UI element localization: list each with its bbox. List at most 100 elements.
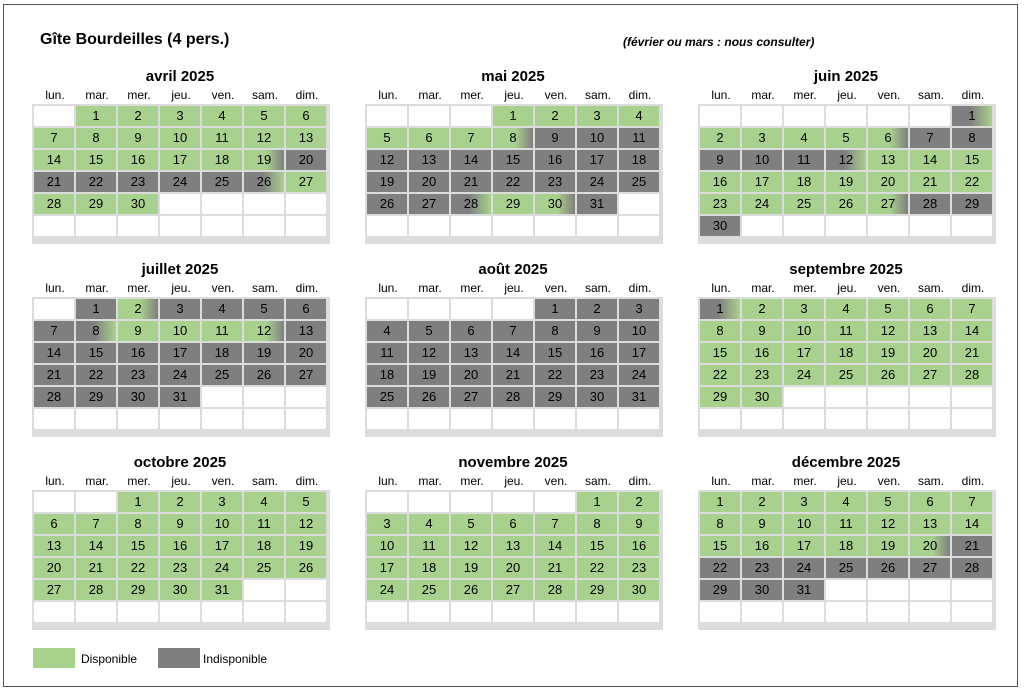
day-cell[interactable]: 14: [34, 343, 74, 363]
day-cell[interactable]: 24: [160, 172, 200, 192]
day-cell[interactable]: 9: [118, 321, 158, 341]
day-cell[interactable]: 14: [451, 150, 491, 170]
day-cell[interactable]: 1: [952, 106, 992, 126]
day-cell[interactable]: 4: [826, 299, 866, 319]
day-cell[interactable]: 19: [286, 536, 326, 556]
day-cell[interactable]: 10: [784, 321, 824, 341]
day-cell[interactable]: 16: [118, 150, 158, 170]
day-cell[interactable]: 23: [577, 365, 617, 385]
day-cell[interactable]: 10: [160, 321, 200, 341]
day-cell[interactable]: 29: [493, 194, 533, 214]
day-cell[interactable]: 25: [826, 365, 866, 385]
day-cell[interactable]: 15: [577, 536, 617, 556]
day-cell[interactable]: 24: [784, 558, 824, 578]
day-cell[interactable]: 29: [76, 387, 116, 407]
day-cell[interactable]: 25: [826, 558, 866, 578]
day-cell[interactable]: 28: [952, 558, 992, 578]
day-cell[interactable]: 30: [619, 580, 659, 600]
day-cell[interactable]: 22: [577, 558, 617, 578]
day-cell[interactable]: 9: [742, 321, 782, 341]
day-cell[interactable]: 26: [451, 580, 491, 600]
day-cell[interactable]: 6: [451, 321, 491, 341]
day-cell[interactable]: 30: [118, 194, 158, 214]
day-cell[interactable]: 5: [286, 492, 326, 512]
day-cell[interactable]: 27: [451, 387, 491, 407]
day-cell[interactable]: 16: [742, 343, 782, 363]
day-cell[interactable]: 6: [286, 299, 326, 319]
day-cell[interactable]: 22: [700, 558, 740, 578]
day-cell[interactable]: 9: [118, 128, 158, 148]
day-cell[interactable]: 27: [868, 194, 908, 214]
day-cell[interactable]: 29: [76, 194, 116, 214]
day-cell[interactable]: 21: [493, 365, 533, 385]
day-cell[interactable]: 17: [619, 343, 659, 363]
day-cell[interactable]: 5: [826, 128, 866, 148]
day-cell[interactable]: 19: [244, 343, 284, 363]
day-cell[interactable]: 6: [34, 514, 74, 534]
day-cell[interactable]: 3: [784, 299, 824, 319]
day-cell[interactable]: 27: [910, 365, 950, 385]
day-cell[interactable]: 29: [700, 387, 740, 407]
day-cell[interactable]: 6: [868, 128, 908, 148]
day-cell[interactable]: 1: [118, 492, 158, 512]
day-cell[interactable]: 12: [868, 321, 908, 341]
day-cell[interactable]: 12: [451, 536, 491, 556]
day-cell[interactable]: 8: [700, 514, 740, 534]
day-cell[interactable]: 8: [700, 321, 740, 341]
day-cell[interactable]: 15: [700, 343, 740, 363]
day-cell[interactable]: 9: [700, 150, 740, 170]
day-cell[interactable]: 13: [910, 514, 950, 534]
day-cell[interactable]: 22: [118, 558, 158, 578]
day-cell[interactable]: 28: [34, 194, 74, 214]
day-cell[interactable]: 29: [118, 580, 158, 600]
day-cell[interactable]: 20: [868, 172, 908, 192]
day-cell[interactable]: 3: [619, 299, 659, 319]
day-cell[interactable]: 8: [76, 128, 116, 148]
day-cell[interactable]: 8: [76, 321, 116, 341]
day-cell[interactable]: 8: [952, 128, 992, 148]
day-cell[interactable]: 20: [34, 558, 74, 578]
day-cell[interactable]: 11: [619, 128, 659, 148]
day-cell[interactable]: 4: [826, 492, 866, 512]
day-cell[interactable]: 30: [160, 580, 200, 600]
day-cell[interactable]: 11: [409, 536, 449, 556]
day-cell[interactable]: 1: [700, 492, 740, 512]
day-cell[interactable]: 25: [367, 387, 407, 407]
day-cell[interactable]: 18: [826, 536, 866, 556]
day-cell[interactable]: 23: [535, 172, 575, 192]
day-cell[interactable]: 26: [367, 194, 407, 214]
day-cell[interactable]: 14: [952, 321, 992, 341]
day-cell[interactable]: 30: [742, 580, 782, 600]
day-cell[interactable]: 30: [700, 216, 740, 236]
day-cell[interactable]: 24: [202, 558, 242, 578]
day-cell[interactable]: 1: [700, 299, 740, 319]
day-cell[interactable]: 7: [910, 128, 950, 148]
day-cell[interactable]: 18: [202, 343, 242, 363]
day-cell[interactable]: 18: [826, 343, 866, 363]
day-cell[interactable]: 16: [577, 343, 617, 363]
day-cell[interactable]: 13: [868, 150, 908, 170]
day-cell[interactable]: 22: [493, 172, 533, 192]
day-cell[interactable]: 4: [202, 106, 242, 126]
day-cell[interactable]: 25: [409, 580, 449, 600]
day-cell[interactable]: 11: [826, 321, 866, 341]
day-cell[interactable]: 18: [202, 150, 242, 170]
day-cell[interactable]: 22: [535, 365, 575, 385]
day-cell[interactable]: 5: [244, 106, 284, 126]
day-cell[interactable]: 5: [409, 321, 449, 341]
day-cell[interactable]: 23: [118, 365, 158, 385]
day-cell[interactable]: 10: [160, 128, 200, 148]
day-cell[interactable]: 6: [409, 128, 449, 148]
day-cell[interactable]: 7: [451, 128, 491, 148]
day-cell[interactable]: 3: [742, 128, 782, 148]
day-cell[interactable]: 9: [742, 514, 782, 534]
day-cell[interactable]: 17: [160, 343, 200, 363]
day-cell[interactable]: 4: [244, 492, 284, 512]
day-cell[interactable]: 12: [244, 321, 284, 341]
day-cell[interactable]: 7: [535, 514, 575, 534]
day-cell[interactable]: 28: [34, 387, 74, 407]
day-cell[interactable]: 27: [34, 580, 74, 600]
day-cell[interactable]: 30: [535, 194, 575, 214]
day-cell[interactable]: 20: [286, 343, 326, 363]
day-cell[interactable]: 2: [535, 106, 575, 126]
